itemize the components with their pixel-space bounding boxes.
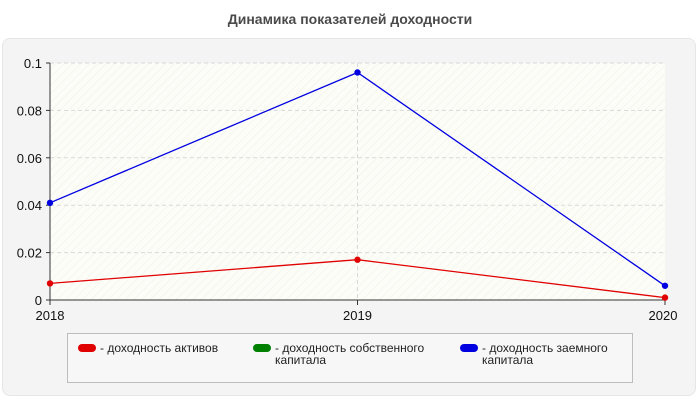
data-point xyxy=(46,280,54,287)
legend-item-debt: - доходность заемного капитала xyxy=(460,342,650,366)
legend-label-debt: - доходность заемного капитала xyxy=(482,341,608,367)
y-tick-label: 0 xyxy=(35,293,42,308)
legend-swatch-debt xyxy=(460,344,478,352)
data-point xyxy=(354,256,361,263)
x-tick-label: 2020 xyxy=(649,308,678,323)
legend-label-assets: - доходность активов xyxy=(100,341,219,355)
y-tick-label: 0.1 xyxy=(24,56,42,71)
legend-swatch-assets xyxy=(78,344,96,352)
legend-item-equity: - доходность собственного капитала xyxy=(253,342,443,366)
legend: - доходность активов - доходность собств… xyxy=(67,333,633,383)
y-tick-label: 0.02 xyxy=(17,246,42,261)
chart-title: Динамика показателей доходности xyxy=(227,11,473,27)
y-tick-label: 0.08 xyxy=(17,103,42,118)
x-tick-label: 2018 xyxy=(36,308,65,323)
x-tick-label: 2019 xyxy=(343,308,372,323)
legend-swatch-equity xyxy=(253,344,271,352)
data-point xyxy=(46,199,54,207)
data-point xyxy=(661,282,669,289)
data-point xyxy=(354,69,361,76)
y-tick-label: 0.06 xyxy=(17,151,42,166)
legend-item-assets: - доходность активов xyxy=(78,342,268,354)
data-point xyxy=(661,294,669,301)
legend-label-equity: - доходность собственного капитала xyxy=(275,341,425,367)
y-tick-label: 0.04 xyxy=(17,198,42,213)
